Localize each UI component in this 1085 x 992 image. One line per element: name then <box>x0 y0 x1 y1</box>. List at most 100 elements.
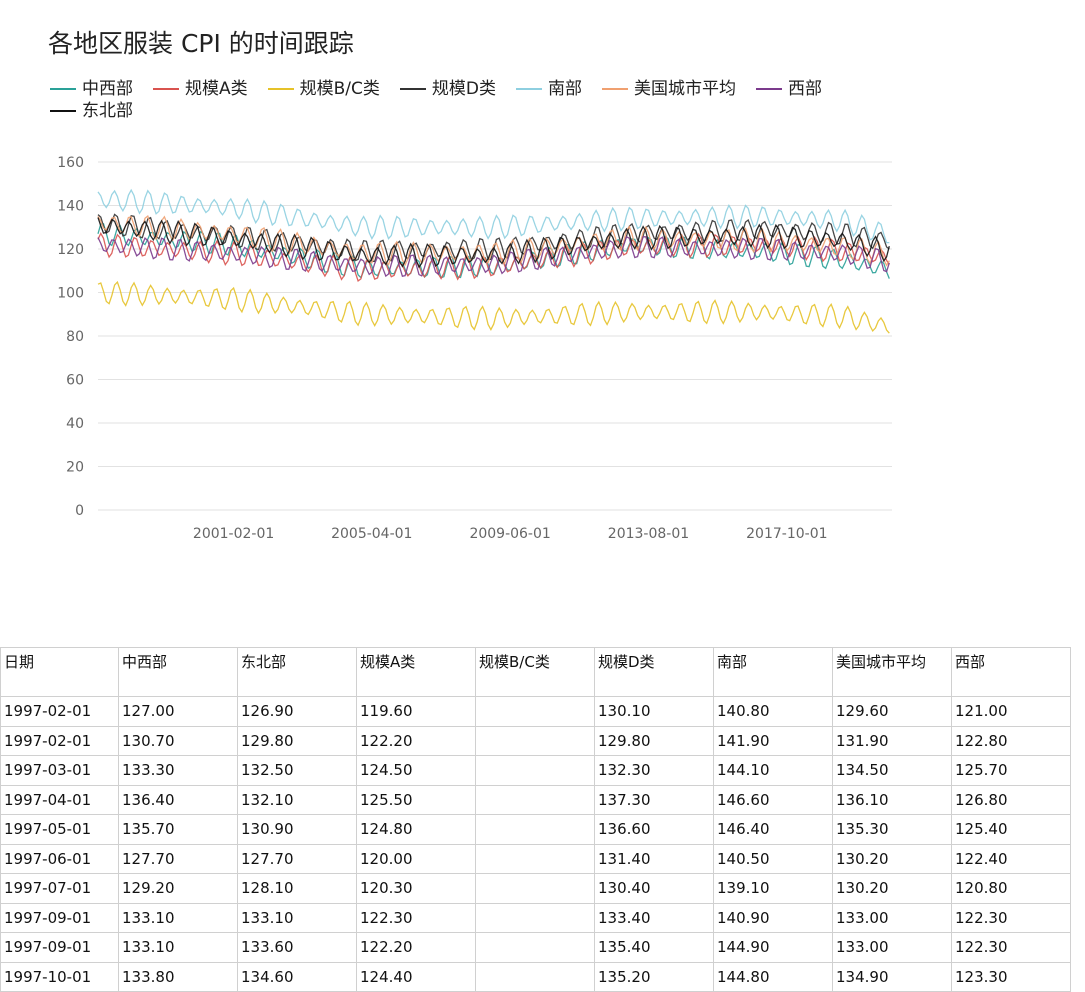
x-tick-label: 2005-04-01 <box>331 526 412 542</box>
table-cell: 1997-02-01 <box>0 725 119 756</box>
table-header-cell[interactable]: 规模B/C类 <box>475 647 595 697</box>
series-line <box>97 280 890 334</box>
table-cell <box>475 784 595 815</box>
x-tick-label: 2017-10-01 <box>746 526 827 542</box>
chart-legend: 中西部 规模A类 规模B/C类 规模D类 南部 美国城市平均 西部东北部 <box>50 78 870 122</box>
table-cell: 127.70 <box>118 843 238 874</box>
table-cell: 132.50 <box>237 755 357 786</box>
table-cell: 135.30 <box>832 814 952 845</box>
table-cell: 144.10 <box>713 755 833 786</box>
series-line <box>97 217 890 269</box>
table-cell: 127.70 <box>237 843 357 874</box>
table-cell: 120.30 <box>356 873 476 904</box>
table-row: 1997-05-01 135.70 130.90 124.80 136.60 146.40… <box>0 814 1071 845</box>
line-chart: 0 20 40 60 80 100 120 140 160 2001-02-01 2005-04-… <box>57 155 892 542</box>
series-line <box>97 188 890 244</box>
table-header-cell[interactable]: 西部 <box>951 647 1071 697</box>
table-header-cell[interactable]: 中西部 <box>118 647 238 697</box>
table-cell: 125.40 <box>951 814 1071 845</box>
table-cell: 136.60 <box>594 814 714 845</box>
y-tick-label: 160 <box>57 155 84 171</box>
legend-label: 规模D类 <box>431 79 496 99</box>
legend-item[interactable]: 美国城市平均 <box>602 78 736 100</box>
table-header-cell[interactable]: 规模D类 <box>594 647 714 697</box>
table-cell: 146.60 <box>713 784 833 815</box>
table-row: 1997-09-01 133.10 133.60 122.20 135.40 144.90… <box>0 932 1071 963</box>
table-header-cell[interactable]: 规模A类 <box>356 647 476 697</box>
x-tick-label: 2009-06-01 <box>469 526 550 542</box>
table-cell <box>475 961 595 992</box>
table-cell <box>475 814 595 845</box>
table-cell: 130.10 <box>594 696 714 727</box>
table-cell: 121.00 <box>951 696 1071 727</box>
table-row: 1997-02-01 127.00 126.90 119.60 130.10 140.80… <box>0 696 1071 727</box>
legend-item[interactable]: 规模A类 <box>153 78 248 100</box>
table-cell: 133.30 <box>118 755 238 786</box>
data-table: 日期 中西部 东北部 规模A类 规模B/C类 规模D类 南部 美国城市平均 西部 1997-02… <box>0 647 1071 992</box>
table-header-cell[interactable]: 美国城市平均 <box>832 647 952 697</box>
table-cell: 125.50 <box>356 784 476 815</box>
table-cell: 133.10 <box>118 932 238 963</box>
table-row: 1997-09-01 133.10 133.10 122.30 133.40 140.90… <box>0 902 1071 933</box>
y-tick-label: 40 <box>66 416 84 432</box>
table-cell: 130.40 <box>594 873 714 904</box>
legend-label: 美国城市平均 <box>634 79 736 99</box>
table-cell: 134.60 <box>237 961 357 992</box>
legend-swatch <box>602 88 628 90</box>
table-cell: 1997-05-01 <box>0 814 119 845</box>
table-cell <box>475 696 595 727</box>
legend-item[interactable]: 东北部 <box>50 100 133 122</box>
table-header-cell[interactable]: 南部 <box>713 647 833 697</box>
table-cell: 146.40 <box>713 814 833 845</box>
table-header-row: 日期 中西部 东北部 规模A类 规模B/C类 规模D类 南部 美国城市平均 西部 <box>0 647 1071 697</box>
table-cell: 133.00 <box>832 932 952 963</box>
table-header-cell[interactable]: 东北部 <box>237 647 357 697</box>
legend-swatch <box>399 88 426 90</box>
table-cell: 135.40 <box>594 932 714 963</box>
series-line <box>97 235 890 278</box>
table-cell: 130.70 <box>118 725 238 756</box>
table-cell: 135.20 <box>594 961 714 992</box>
table-cell: 132.30 <box>594 755 714 786</box>
legend-swatch <box>50 110 76 112</box>
table-cell <box>475 932 595 963</box>
table-cell: 122.80 <box>951 725 1071 756</box>
y-tick-label: 140 <box>57 199 84 215</box>
table-cell: 133.60 <box>237 932 357 963</box>
table-cell <box>475 873 595 904</box>
legend-swatch <box>516 88 542 90</box>
series-line <box>97 213 890 263</box>
table-cell: 1997-04-01 <box>0 784 119 815</box>
table-cell: 131.90 <box>832 725 952 756</box>
series-lines <box>97 188 890 334</box>
series-line <box>97 215 890 267</box>
table-header-cell[interactable]: 日期 <box>0 647 119 697</box>
table-cell: 122.30 <box>951 902 1071 933</box>
legend-label: 规模B/C类 <box>299 79 380 99</box>
table-cell: 124.80 <box>356 814 476 845</box>
legend-item[interactable]: 规模D类 <box>399 78 496 100</box>
table-cell <box>475 902 595 933</box>
table-row: 1997-04-01 136.40 132.10 125.50 137.30 146.60… <box>0 784 1071 815</box>
table-cell: 122.30 <box>356 902 476 933</box>
table-cell: 129.80 <box>594 725 714 756</box>
legend-item[interactable]: 西部 <box>756 78 822 100</box>
table-cell: 137.30 <box>594 784 714 815</box>
table-cell: 144.80 <box>713 961 833 992</box>
table-cell <box>475 725 595 756</box>
table-cell: 133.00 <box>832 902 952 933</box>
table-cell: 134.50 <box>832 755 952 786</box>
legend-item[interactable]: 南部 <box>516 78 582 100</box>
legend-item[interactable]: 规模B/C类 <box>267 78 380 100</box>
table-cell: 123.30 <box>951 961 1071 992</box>
y-axis-labels: 0 20 40 60 80 100 120 140 160 <box>57 155 84 519</box>
legend-item[interactable]: 中西部 <box>50 78 133 100</box>
table-cell: 125.70 <box>951 755 1071 786</box>
table-cell: 140.50 <box>713 843 833 874</box>
table-cell: 132.10 <box>237 784 357 815</box>
grid-lines <box>98 161 892 511</box>
table-cell: 122.20 <box>356 725 476 756</box>
y-tick-label: 20 <box>66 460 84 476</box>
table-cell: 144.90 <box>713 932 833 963</box>
table-cell: 122.40 <box>951 843 1071 874</box>
